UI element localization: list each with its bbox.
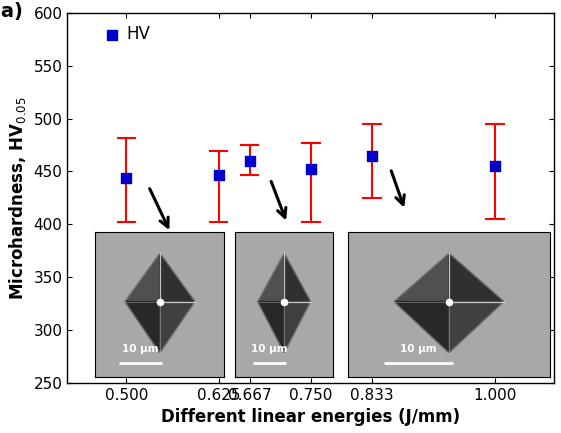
HV (367, 152, 376, 159)
Polygon shape (284, 253, 310, 301)
Text: 10 μm: 10 μm (400, 344, 437, 354)
Polygon shape (449, 301, 504, 352)
Y-axis label: Microhardness, HV$_{0.05}$: Microhardness, HV$_{0.05}$ (7, 96, 28, 300)
HV (214, 171, 223, 178)
Polygon shape (394, 301, 449, 352)
Polygon shape (258, 301, 284, 352)
Point (444, 298, 453, 305)
Legend: HV: HV (105, 25, 150, 43)
Text: (a): (a) (0, 2, 23, 21)
Polygon shape (258, 253, 284, 301)
Text: 10 μm: 10 μm (251, 344, 288, 354)
X-axis label: Different linear energies (J/mm): Different linear energies (J/mm) (161, 408, 460, 426)
Polygon shape (125, 301, 160, 352)
Polygon shape (160, 301, 195, 352)
HV (306, 166, 315, 173)
Point (155, 298, 164, 305)
HV (490, 163, 499, 170)
Polygon shape (284, 301, 310, 352)
Point (280, 298, 289, 305)
HV (245, 157, 254, 164)
Polygon shape (394, 253, 449, 301)
Polygon shape (125, 253, 160, 301)
Polygon shape (449, 253, 504, 301)
HV (122, 174, 131, 181)
Text: 10 μm: 10 μm (122, 344, 159, 354)
Polygon shape (160, 253, 195, 301)
